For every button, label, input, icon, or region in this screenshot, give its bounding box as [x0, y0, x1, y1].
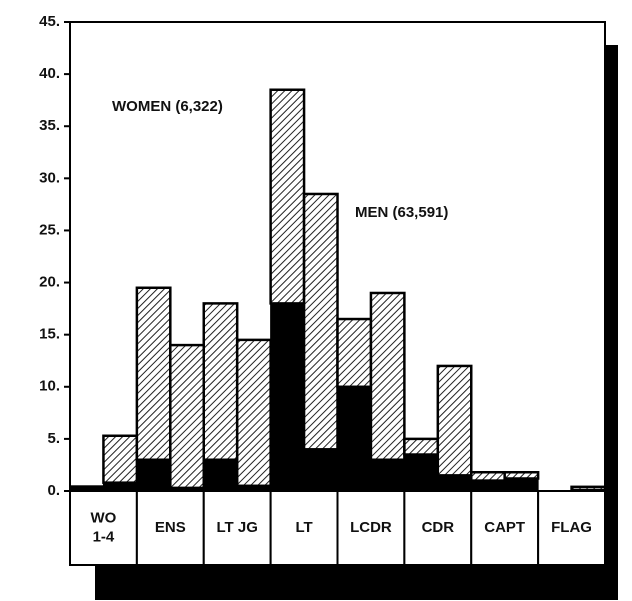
- category-box: [202, 490, 272, 566]
- bar-solid: [403, 454, 439, 492]
- bar-hatched: [135, 286, 172, 461]
- bar-solid: [102, 482, 138, 492]
- x-tick-label: WO 1-4: [91, 509, 117, 545]
- bar-solid: [337, 386, 372, 492]
- bar-hatched: [369, 291, 406, 461]
- bar-hatched: [102, 434, 139, 484]
- bar-hatched: [235, 338, 272, 488]
- bar-hatched: [436, 364, 473, 477]
- y-tick-label: 10.: [39, 378, 60, 395]
- y-tick-label: 15.: [39, 326, 60, 343]
- bar-solid: [370, 459, 405, 492]
- bar-solid: [136, 459, 171, 492]
- x-tick-label: ENS: [155, 519, 186, 536]
- bar-solid: [470, 480, 506, 492]
- bar-solid: [69, 485, 104, 492]
- x-tick-label: FLAG: [551, 519, 592, 536]
- bar-hatched: [470, 470, 506, 482]
- bar-solid: [437, 474, 472, 492]
- bar-hatched: [269, 88, 306, 305]
- y-tick-label: 0.: [47, 482, 60, 499]
- x-tick-label: CDR: [422, 519, 455, 536]
- bar-solid: [303, 448, 338, 492]
- bar-solid: [270, 302, 305, 492]
- bar-solid: [203, 459, 238, 492]
- category-box: [403, 490, 473, 566]
- x-tick-label: CAPT: [484, 519, 525, 536]
- y-tick-label: 5.: [47, 430, 60, 447]
- y-tick-label: 35.: [39, 117, 60, 134]
- bar-hatched: [169, 343, 205, 490]
- category-box: [537, 490, 606, 566]
- bar-hatched: [503, 470, 540, 480]
- x-tick-label: LT: [295, 519, 312, 536]
- y-tick-label: 40.: [39, 65, 60, 82]
- category-box: [336, 490, 406, 566]
- category-box: [135, 490, 205, 566]
- shadow: [95, 565, 618, 600]
- y-tick-label: 30.: [39, 169, 60, 186]
- shadow: [605, 45, 618, 600]
- annotation: MEN (63,591): [355, 204, 448, 221]
- x-tick-label: LT JG: [216, 519, 257, 536]
- x-tick-label: LCDR: [350, 519, 392, 536]
- annotation: WOMEN (6,322): [112, 98, 223, 115]
- bar-hatched: [570, 485, 607, 492]
- bar-hatched: [336, 317, 373, 389]
- bar-hatched: [202, 302, 239, 461]
- y-tick-label: 45.: [39, 13, 60, 30]
- y-tick-label: 20.: [39, 274, 60, 291]
- y-tick-label: 25.: [39, 221, 60, 238]
- bar-hatched: [403, 437, 440, 456]
- bar-solid: [504, 477, 539, 492]
- bar-hatched: [302, 192, 339, 451]
